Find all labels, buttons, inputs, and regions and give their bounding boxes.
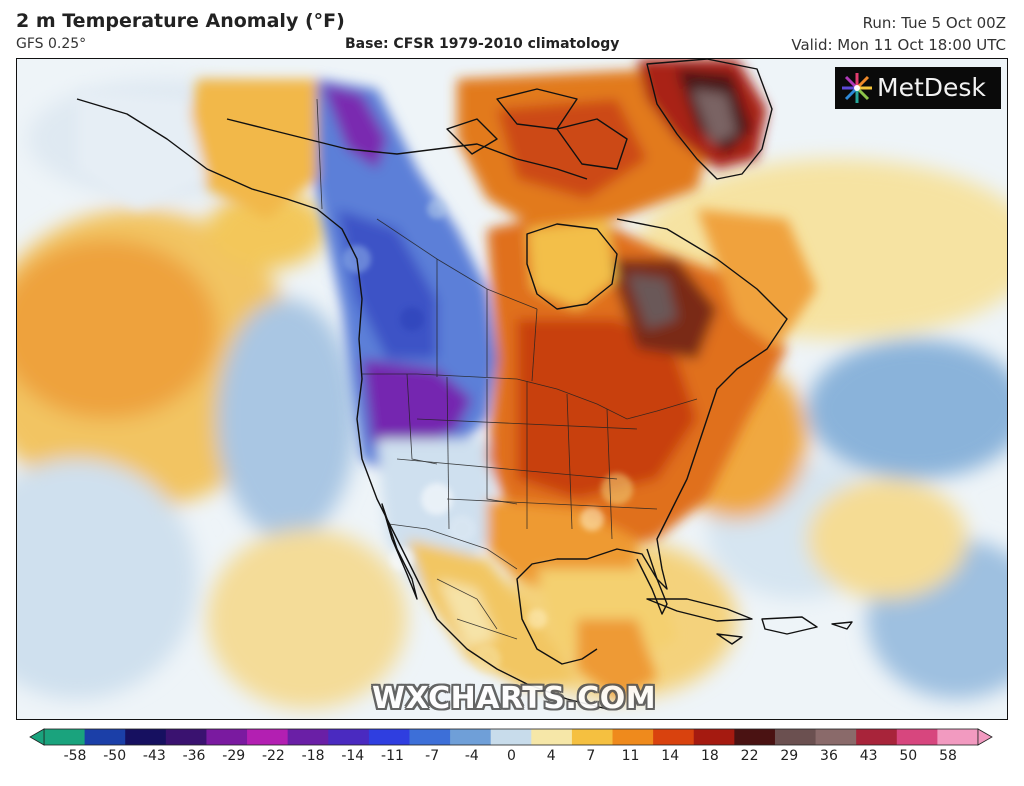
colorbar-right-arrow: [977, 728, 993, 746]
colorbar-tick-labels: -58 -50 -43 -36 -29 -22 -18 -14 -11 -7 -4 0 4 7 11 14 18…: [0, 748, 1024, 770]
hudson-bay: [526, 223, 618, 310]
colorbar-cell: [368, 729, 411, 745]
greenland: [646, 59, 773, 180]
anomaly-texture: [343, 199, 633, 673]
colorbar-cell: [84, 729, 126, 745]
colorbar-tick-label: 4: [546, 748, 556, 764]
colorbar-cell: [409, 729, 451, 745]
colorbar-tick-label: 14: [661, 748, 680, 764]
colorbar-tick-label: 0: [507, 748, 516, 764]
colorbar-tick-label: 11: [621, 748, 640, 764]
colorbar-cell: [693, 729, 735, 745]
colorbar-cell: [612, 729, 654, 745]
logo-text: MetDesk: [877, 73, 986, 102]
colorbar-tick-label: -50: [103, 748, 127, 764]
colorbar-cell: [653, 729, 695, 745]
colorbar-tick-label: 22: [740, 748, 759, 764]
colorbar-tick-label: 36: [820, 748, 838, 764]
colorbar-tick-label: -58: [63, 748, 87, 764]
colorbar: [29, 728, 993, 746]
colorbar-cell: [490, 729, 532, 745]
political-borders: [316, 98, 698, 640]
colorbar-cell: [328, 729, 370, 745]
arctic-coastline: [226, 118, 588, 180]
starburst-icon: [842, 73, 872, 103]
temperature-anomaly-map: [17, 59, 1007, 719]
colorbar-cell: [937, 729, 979, 745]
valid-time-label: Valid: Mon 11 Oct 18:00 UTC: [791, 36, 1006, 54]
colorbar-tick-label: -14: [341, 748, 365, 764]
colorbar-tick-label: 43: [859, 748, 878, 764]
baja-peninsula: [381, 503, 418, 600]
colorbar-tick-label: 58: [939, 748, 957, 764]
metdesk-logo: MetDesk: [835, 67, 1001, 109]
colorbar-cells: [43, 728, 979, 746]
colorbar-tick-label: -11: [381, 748, 404, 764]
hispaniola: [761, 616, 818, 635]
map-area[interactable]: MetDesk WXCHARTS.COM: [16, 58, 1008, 720]
colorbar-cell: [247, 729, 289, 745]
colorbar-cell: [815, 729, 857, 745]
colorbar-tick-label: -18: [301, 748, 325, 764]
alaska-border: [316, 98, 323, 210]
cuba: [646, 598, 753, 622]
chart-title: 2 m Temperature Anomaly (°F): [16, 10, 345, 32]
colorbar-tick-label: -36: [182, 748, 206, 764]
colorbar-cell: [571, 729, 614, 745]
base-climatology-label: Base: CFSR 1979-2010 climatology: [345, 36, 620, 52]
colorbar-tick-label: -7: [425, 748, 440, 764]
colorbar-tick-label: 7: [586, 748, 596, 764]
atlantic-coastline: [516, 218, 788, 665]
model-label: GFS 0.25°: [16, 36, 87, 52]
colorbar-cell: [450, 729, 492, 745]
colorbar-cell: [206, 729, 248, 745]
colorbar-tick-label: -4: [464, 748, 479, 764]
colorbar-cell: [125, 729, 167, 745]
colorbar-cell: [856, 729, 898, 745]
colorbar-left-arrow: [29, 728, 45, 746]
anomaly-field-land: [77, 59, 817, 699]
colorbar-cell: [734, 729, 776, 745]
pacific-coastline: [76, 98, 608, 710]
colorbar-tick-label: -43: [142, 748, 166, 764]
colorbar-cell: [165, 729, 208, 745]
us-mexico-border: [388, 523, 518, 570]
coastlines: [76, 59, 853, 710]
colorbar-tick-label: 50: [899, 748, 918, 764]
colorbar-cell: [287, 729, 329, 745]
colorbar-tick-label: 18: [700, 748, 719, 764]
wxcharts-watermark: WXCHARTS.COM: [372, 681, 657, 716]
colorbar-tick-label: 29: [780, 748, 799, 764]
colorbar-cell: [44, 729, 86, 745]
colorbar-tick-label: -22: [261, 748, 285, 764]
colorbar-cell: [531, 729, 573, 745]
florida: [636, 548, 668, 615]
colorbar-tick-label: -29: [222, 748, 246, 764]
colorbar-cell: [774, 729, 817, 745]
run-time-label: Run: Tue 5 Oct 00Z: [862, 14, 1006, 32]
colorbar-cell: [896, 729, 938, 745]
